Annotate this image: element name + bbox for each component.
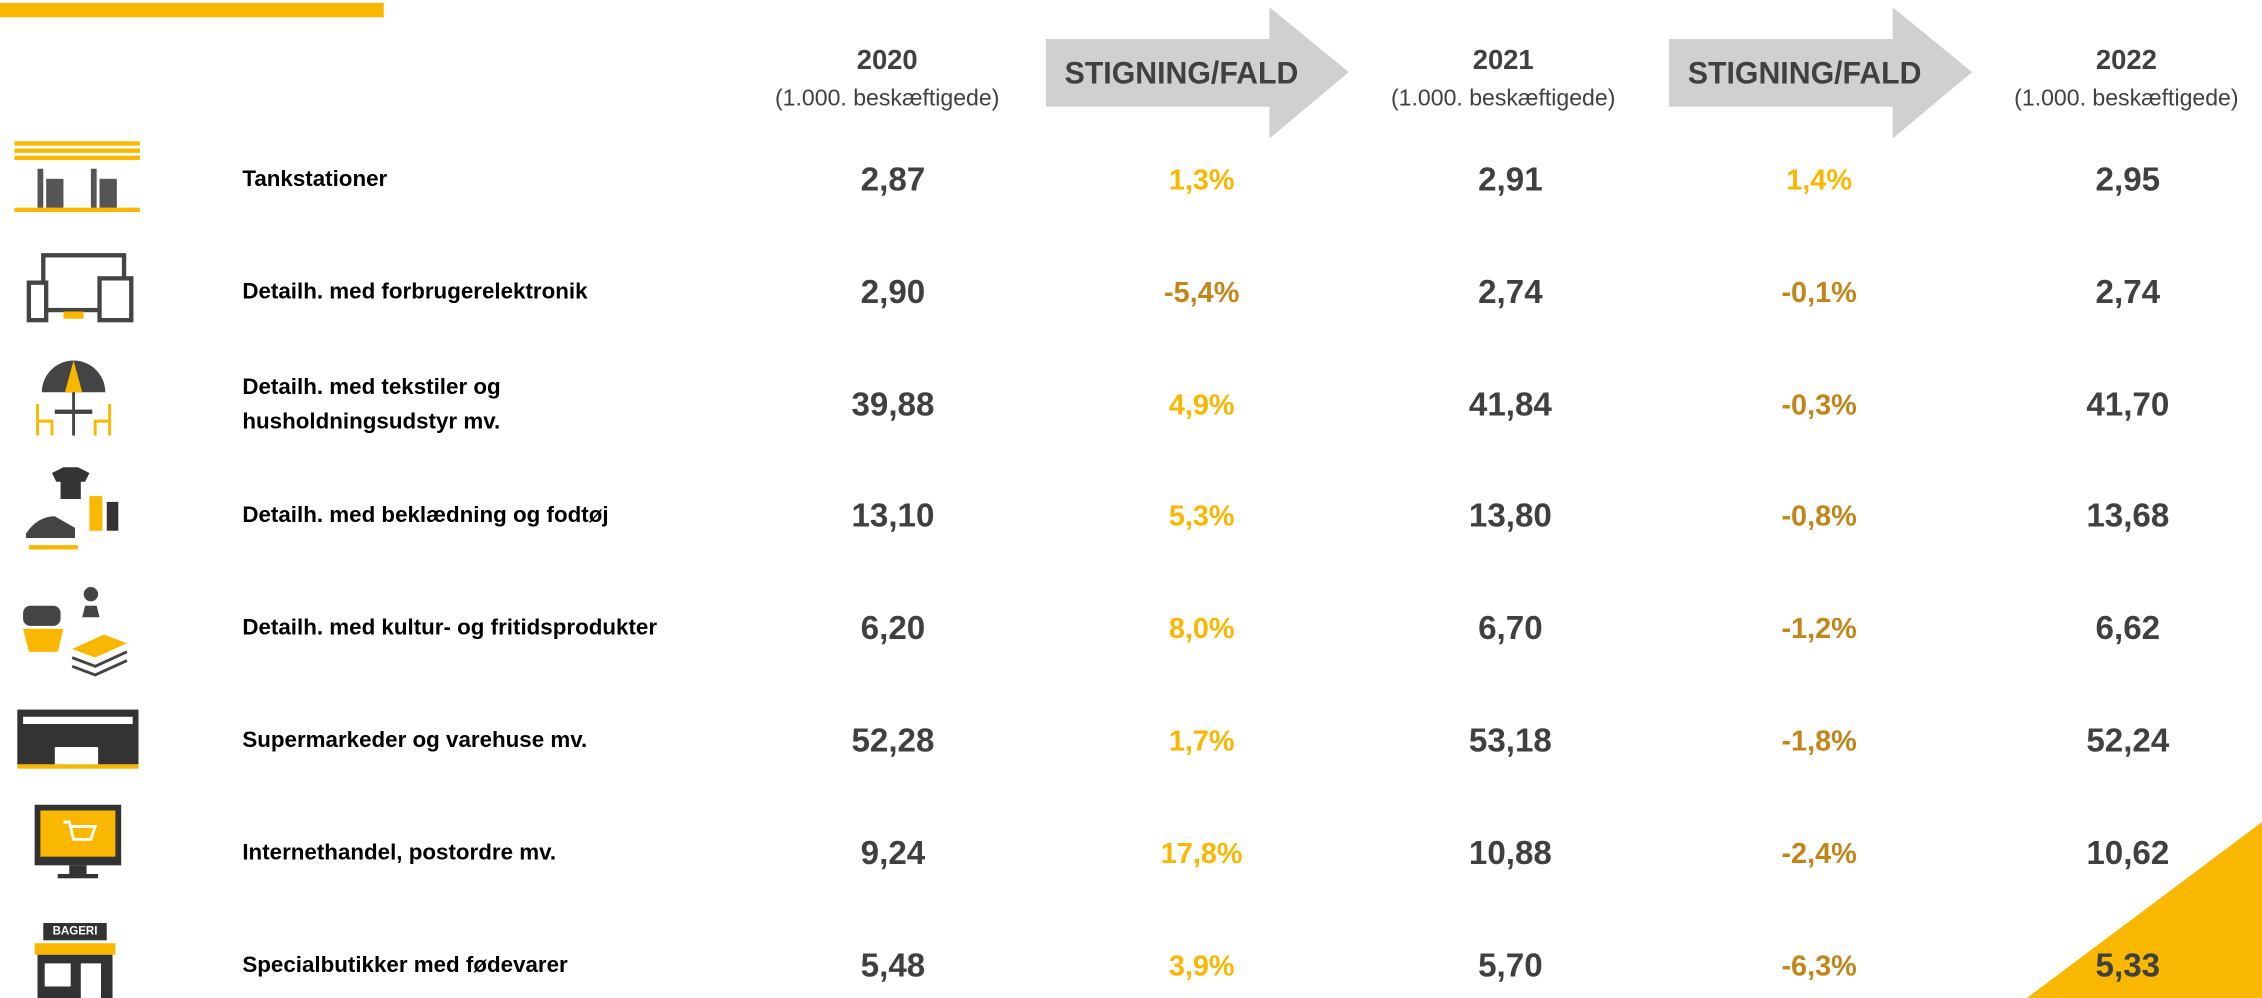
icon-bakery: BAGERI: [34, 923, 116, 998]
value-2020: 9,24: [861, 835, 926, 872]
value-2022: 13,68: [2086, 498, 2169, 535]
change-header: STIGNING/FALD: [1688, 54, 1922, 90]
value-2022: 6,62: [2096, 610, 2161, 647]
arrow: [1045, 7, 1349, 139]
change-value: 1,7%: [1169, 725, 1235, 757]
value-2020: 13,10: [851, 498, 934, 535]
row-label: Detailh. med tekstiler og: [242, 374, 500, 399]
arrow: [1669, 7, 1973, 139]
change-value: -0,1%: [1781, 277, 1856, 309]
row-label: Detailh. med beklædning og fodtøj: [242, 502, 608, 527]
value-2021: 5,70: [1478, 947, 1543, 984]
column-unit: (1.000. beskæftigede): [2014, 85, 2238, 111]
change-value: -1,8%: [1781, 725, 1856, 757]
value-2022: 10,62: [2086, 835, 2169, 872]
row-label: Internethandel, postordre mv.: [242, 840, 556, 865]
change-value: 3,9%: [1169, 950, 1235, 982]
value-2020: 39,88: [851, 386, 934, 423]
change-value: 17,8%: [1161, 838, 1243, 870]
value-2020: 6,20: [861, 610, 926, 647]
change-value: 5,3%: [1169, 500, 1235, 532]
change-value: 1,4%: [1786, 164, 1852, 196]
value-2022: 41,70: [2086, 386, 2169, 423]
icon-clothing: [25, 467, 119, 550]
change-header: STIGNING/FALD: [1065, 54, 1299, 90]
change-value: -0,3%: [1781, 389, 1856, 421]
row-label: Detailh. med forbrugerelektronik: [242, 279, 588, 304]
value-2020: 2,87: [861, 161, 926, 198]
column-year: 2021: [1473, 44, 1534, 75]
value-2022: 5,33: [2096, 947, 2161, 984]
row-label: Supermarkeder og varehuse mv.: [242, 727, 587, 752]
column-year: 2020: [857, 44, 918, 75]
icon-gas-station: [14, 141, 140, 213]
icon-sign: BAGERI: [53, 926, 98, 938]
icon-web-shop: [34, 804, 122, 879]
icon-supermarket: [17, 709, 139, 769]
icon-furniture: [36, 360, 112, 436]
icon-leisure: [23, 586, 128, 677]
value-2021: 13,80: [1469, 498, 1552, 535]
value-2021: 2,74: [1478, 274, 1543, 311]
change-value: -1,2%: [1781, 613, 1856, 645]
value-2020: 5,48: [861, 947, 926, 984]
row-label: Specialbutikker med fødevarer: [242, 952, 568, 977]
value-2022: 2,95: [2096, 161, 2161, 198]
row-label: Detailh. med kultur- og fritidsprodukter: [242, 615, 657, 640]
change-value: -0,8%: [1781, 500, 1856, 532]
change-value: -5,4%: [1164, 277, 1239, 309]
value-2022: 52,24: [2086, 723, 2170, 760]
value-2021: 41,84: [1469, 386, 1553, 423]
change-value: -6,3%: [1781, 950, 1856, 982]
value-2020: 2,90: [861, 274, 926, 311]
change-value: 8,0%: [1169, 613, 1235, 645]
value-2021: 10,88: [1469, 835, 1552, 872]
value-2021: 53,18: [1469, 723, 1552, 760]
row-label: Tankstationer: [242, 166, 387, 191]
value-2021: 2,91: [1478, 161, 1543, 198]
icon-electronics: [26, 253, 134, 323]
corner-triangle: [2026, 822, 2262, 998]
change-value: 1,3%: [1169, 164, 1235, 196]
column-unit: (1.000. beskæftigede): [1391, 85, 1615, 111]
value-2021: 6,70: [1478, 610, 1543, 647]
value-2022: 2,74: [2096, 274, 2161, 311]
change-value: -2,4%: [1781, 838, 1856, 870]
column-year: 2022: [2096, 44, 2157, 75]
change-value: 4,9%: [1169, 389, 1235, 421]
column-unit: (1.000. beskæftigede): [775, 85, 999, 111]
row-label: husholdningsudstyr mv.: [242, 408, 500, 433]
value-2020: 52,28: [851, 723, 934, 760]
accent-bar: [0, 2, 384, 18]
